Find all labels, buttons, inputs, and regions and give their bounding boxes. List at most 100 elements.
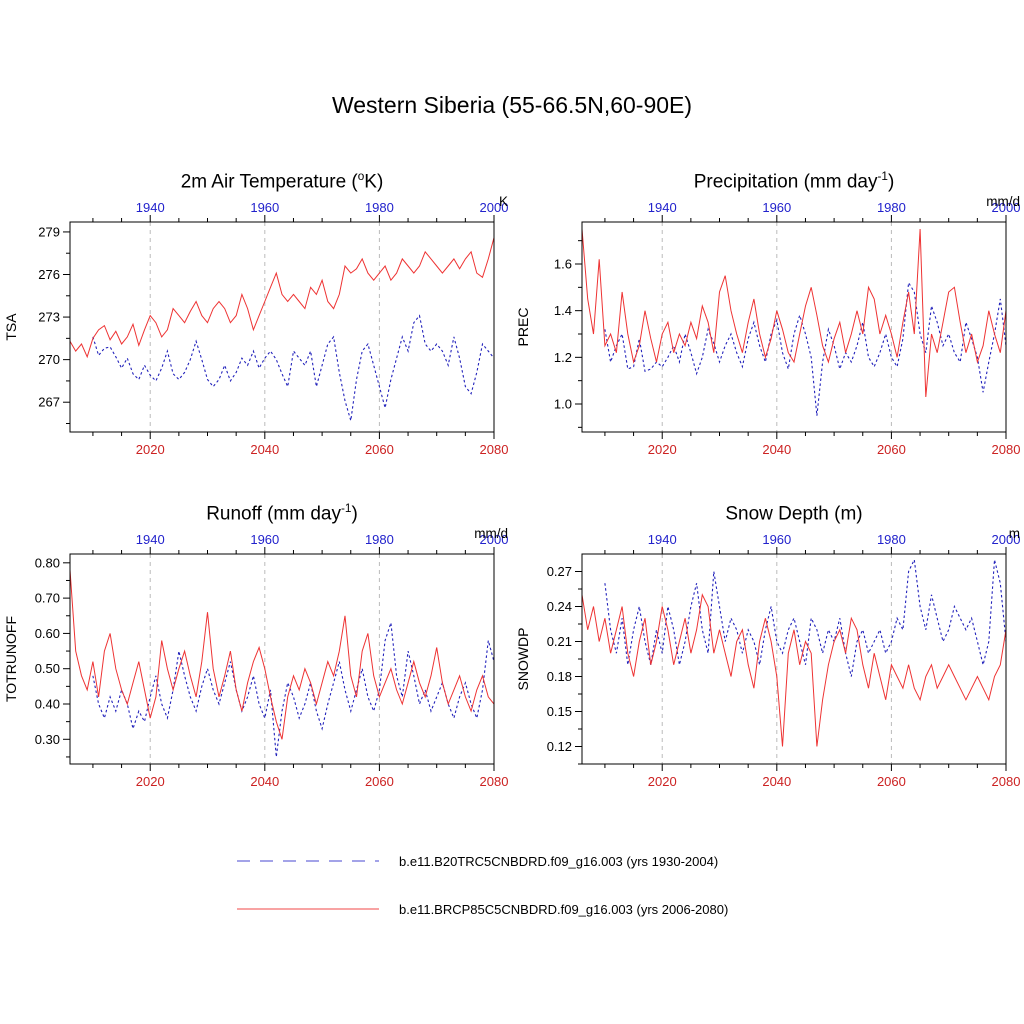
x-tick-label-bottom: 2080	[480, 774, 509, 789]
y-tick-label: 0.27	[547, 564, 572, 579]
series-historical-line	[92, 622, 494, 757]
x-tick-label-bottom: 2080	[992, 774, 1021, 789]
series-rcp85-line	[582, 593, 1006, 747]
series-rcp85-line	[70, 569, 494, 740]
x-tick-label-bottom: 2060	[365, 774, 394, 789]
y-tick-label: 0.18	[547, 669, 572, 684]
unit-label: mm/d	[986, 194, 1020, 209]
x-tick-label-top: 1940	[136, 200, 165, 215]
y-axis-title: TOTRUNOFF	[3, 616, 19, 702]
series-historical-line	[604, 557, 1006, 677]
y-tick-label: 279	[38, 224, 60, 239]
legend-line-rcp85-icon	[237, 908, 379, 910]
y-tick-label: 270	[38, 352, 60, 367]
panel-precipitation: Precipitation (mm day-1) 2020 2040 2060 208…	[512, 160, 1024, 464]
x-tick-label-top: 1980	[365, 200, 394, 215]
y-axis-title: SNOWDP	[515, 628, 531, 691]
plot-frame	[581, 221, 1007, 433]
y-tick-label: 0.40	[35, 697, 60, 712]
x-tick-label-top: 1980	[877, 200, 906, 215]
y-tick-label: 276	[38, 267, 60, 282]
panel-title-precipitation: Precipitation (mm day-1)	[538, 160, 1024, 194]
temperature-plot: 2020 2040 2060 2080 1940 1960 1980 2000 267 270 27…	[3, 194, 509, 457]
y-tick-label: 1.6	[554, 257, 572, 272]
x-tick-label-top: 2000	[992, 200, 1021, 215]
panel-title-snow-depth: Snow Depth (m)	[538, 492, 1024, 526]
precipitation-plot: 2020 2040 2060 2080 1940 1960 1980 2000 1.0 1.2 1.…	[515, 194, 1021, 457]
plot-frame	[69, 221, 495, 433]
plot-frame	[69, 553, 495, 765]
panel-title-sup: -1	[341, 502, 352, 515]
unit-label: K	[499, 194, 508, 209]
x-tick-label-top: 1960	[250, 200, 279, 215]
y-tick-label: 0.21	[547, 634, 572, 649]
x-tick-label-bottom: 2060	[365, 442, 394, 457]
x-tick-label-top: 2000	[992, 532, 1021, 547]
x-tick-label-top: 2000	[480, 532, 509, 547]
legend-label-rcp85: b.e11.BRCP85C5CNBDRD.f09_g16.003 (yrs 20…	[399, 901, 729, 917]
x-tick-label-top: 1980	[877, 532, 906, 547]
panel-title-text: )	[351, 503, 358, 525]
y-tick-label: 0.12	[547, 739, 572, 754]
y-tick-label: 273	[38, 310, 60, 325]
x-tick-label-bottom: 2040	[250, 442, 279, 457]
y-tick-label: 0.50	[35, 661, 60, 676]
plot-frame	[581, 553, 1007, 765]
y-tick-label: 0.15	[547, 704, 572, 719]
panel-title-text: K)	[364, 171, 384, 193]
main-title: Western Siberia (55-66.5N,60-90E)	[331, 92, 693, 118]
y-tick-label: 267	[38, 395, 60, 410]
x-tick-label-top: 2000	[480, 200, 509, 215]
y-tick-label: 1.2	[554, 350, 572, 365]
unit-label: m	[1009, 526, 1020, 541]
legend: b.e11.B20TRC5CNBDRD.f09_g16.003 (yrs 193…	[233, 852, 728, 948]
panel-title-text: )	[887, 171, 895, 193]
x-tick-label-top: 1960	[762, 200, 791, 215]
y-tick-label: 0.30	[35, 732, 60, 747]
x-tick-label-bottom: 2020	[136, 442, 165, 457]
x-tick-label-bottom: 2020	[136, 774, 165, 789]
panel-snow-depth: Snow Depth (m) 2020 2040 2060 2080 1940 1960 1…	[512, 492, 1024, 796]
x-tick-label-bottom: 2040	[762, 774, 791, 789]
y-tick-label: 0.60	[35, 626, 60, 641]
legend-line-historical-icon	[237, 860, 379, 862]
panel-title-sup: -1	[877, 170, 888, 183]
y-tick-label: 0.24	[547, 599, 572, 614]
x-tick-label-top: 1940	[136, 532, 165, 547]
x-tick-label-bottom: 2060	[877, 442, 906, 457]
y-tick-label: 0.70	[35, 591, 60, 606]
y-tick-label: 1.4	[554, 303, 572, 318]
panel-title-text: Snow Depth (m)	[725, 503, 863, 525]
x-tick-label-bottom: 2080	[992, 442, 1021, 457]
series-rcp85-line	[582, 228, 1006, 398]
panel-title-text: 2m Air Temperature (	[180, 171, 358, 193]
runoff-plot: 2020 2040 2060 2080 1940 1960 1980 2000 0.30 0.40…	[3, 526, 509, 789]
series-rcp85-line	[70, 237, 494, 359]
legend-item-rcp85: b.e11.BRCP85C5CNBDRD.f09_g16.003 (yrs 20…	[233, 900, 728, 918]
y-axis-title: TSA	[3, 313, 19, 341]
y-axis-title: PREC	[515, 308, 531, 347]
legend-label-historical: b.e11.B20TRC5CNBDRD.f09_g16.003 (yrs 193…	[399, 853, 719, 869]
x-tick-label-bottom: 2040	[250, 774, 279, 789]
series-historical-line	[92, 314, 494, 421]
x-tick-label-top: 1960	[762, 532, 791, 547]
panel-title-sup: o	[357, 170, 365, 183]
x-tick-label-bottom: 2020	[648, 774, 677, 789]
x-tick-label-top: 1980	[365, 532, 394, 547]
legend-item-historical: b.e11.B20TRC5CNBDRD.f09_g16.003 (yrs 193…	[233, 852, 728, 870]
unit-label: mm/d	[474, 526, 508, 541]
x-tick-label-bottom: 2080	[480, 442, 509, 457]
series-historical-line	[604, 281, 1006, 416]
y-tick-label: 1.0	[554, 397, 572, 412]
x-tick-label-top: 1960	[250, 532, 279, 547]
panel-title-text: Precipitation (mm day	[693, 171, 878, 193]
x-tick-label-bottom: 2020	[648, 442, 677, 457]
panel-runoff: Runoff (mm day-1) 2020 2040 2060 2080 1940 19…	[0, 492, 512, 796]
panel-title-text: Runoff (mm day	[206, 503, 341, 525]
x-tick-label-top: 1940	[648, 200, 677, 215]
panel-title-temperature: 2m Air Temperature (oK)	[26, 160, 538, 194]
snow-depth-plot: 2020 2040 2060 2080 1940 1960 1980 2000 0.12 0.15…	[515, 526, 1021, 789]
x-tick-label-top: 1940	[648, 532, 677, 547]
panel-title-runoff: Runoff (mm day-1)	[26, 492, 538, 526]
x-tick-label-bottom: 2040	[762, 442, 791, 457]
